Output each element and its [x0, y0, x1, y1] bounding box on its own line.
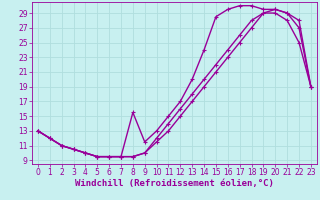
X-axis label: Windchill (Refroidissement éolien,°C): Windchill (Refroidissement éolien,°C): [75, 179, 274, 188]
